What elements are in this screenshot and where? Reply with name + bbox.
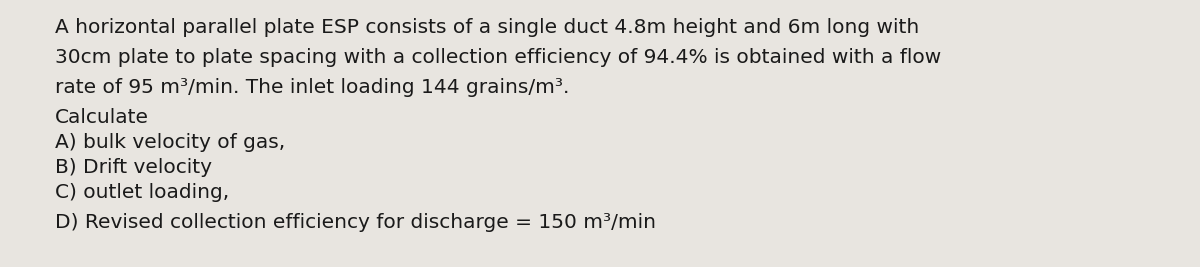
Text: 30cm plate to plate spacing with a collection efficiency of 94.4% is obtained wi: 30cm plate to plate spacing with a colle… bbox=[55, 48, 941, 67]
Text: C) outlet loading,: C) outlet loading, bbox=[55, 183, 229, 202]
Text: A) bulk velocity of gas,: A) bulk velocity of gas, bbox=[55, 133, 286, 152]
Text: rate of 95 m³/min. The inlet loading 144 grains/m³.: rate of 95 m³/min. The inlet loading 144… bbox=[55, 78, 569, 97]
Text: D) Revised collection efficiency for discharge = 150 m³/min: D) Revised collection efficiency for dis… bbox=[55, 213, 656, 232]
Text: A horizontal parallel plate ESP consists of a single duct 4.8m height and 6m lon: A horizontal parallel plate ESP consists… bbox=[55, 18, 919, 37]
Text: Calculate: Calculate bbox=[55, 108, 149, 127]
Text: B) Drift velocity: B) Drift velocity bbox=[55, 158, 212, 177]
